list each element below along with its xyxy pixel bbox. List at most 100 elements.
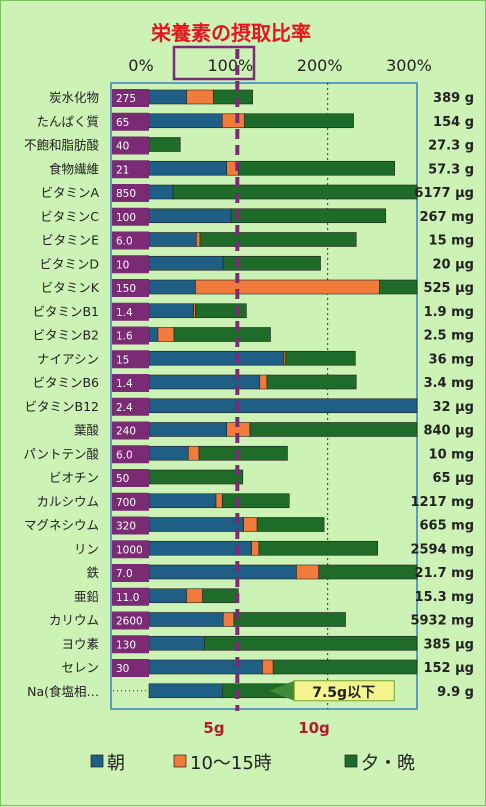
bar-morning bbox=[148, 493, 217, 509]
row-label: ビタミンK bbox=[41, 280, 100, 295]
row-label: ヨウ素 bbox=[61, 636, 99, 651]
bar-evening bbox=[249, 422, 418, 437]
legend-swatch bbox=[90, 754, 104, 768]
bar-snack bbox=[296, 564, 320, 580]
plot-frame bbox=[110, 82, 418, 710]
amount-text: 850 bbox=[116, 188, 136, 200]
x-tick-label: 200% bbox=[297, 56, 343, 75]
amount-box bbox=[112, 136, 149, 155]
row-label: ビタミンA bbox=[40, 185, 99, 200]
bar-evening bbox=[258, 540, 378, 556]
row-label: ビオチン bbox=[49, 470, 99, 485]
bar-evening bbox=[213, 89, 253, 105]
amount-text: 7.0 bbox=[116, 568, 133, 580]
amount-box bbox=[112, 587, 149, 606]
row-label: Na(食塩相… bbox=[27, 684, 99, 699]
row-label: パントテン酸 bbox=[23, 446, 99, 461]
row-total: 3.4 mg bbox=[424, 376, 474, 391]
bar-morning bbox=[148, 279, 196, 295]
legend-label: 夕・晩 bbox=[361, 753, 415, 774]
row-label: ビタミンC bbox=[40, 209, 99, 224]
row-label: たんぱく質 bbox=[36, 114, 99, 129]
row-total: 10 mg bbox=[429, 447, 474, 462]
bar-evening bbox=[173, 327, 271, 342]
bar-snack bbox=[243, 517, 258, 532]
bar-morning bbox=[148, 564, 297, 580]
amount-box bbox=[112, 445, 149, 464]
row-total: 385 μg bbox=[423, 637, 474, 652]
amount-text: 15 bbox=[116, 354, 129, 366]
amount-text: 320 bbox=[116, 521, 136, 533]
bar-evening bbox=[199, 232, 357, 247]
bar-snack bbox=[186, 588, 203, 604]
legend-label: 10～15時 bbox=[190, 753, 272, 774]
row-total: 5932 mg bbox=[410, 614, 474, 629]
bar-morning bbox=[148, 255, 224, 271]
bar-evening bbox=[230, 208, 387, 224]
bar-morning bbox=[148, 350, 285, 366]
row-total: 665 mg bbox=[419, 519, 474, 534]
amount-box bbox=[112, 350, 149, 369]
amount-box bbox=[112, 659, 149, 677]
amount-text: 150 bbox=[116, 283, 136, 295]
amount-text: 1.6 bbox=[116, 331, 133, 343]
row-label: カリウム bbox=[49, 613, 99, 628]
row-label: 葉酸 bbox=[74, 423, 100, 438]
amount-box bbox=[112, 112, 149, 131]
na-10g-label: 10g bbox=[298, 719, 330, 737]
amount-text: 275 bbox=[116, 93, 136, 105]
row-label: ビタミンB12 bbox=[25, 399, 99, 414]
amount-box bbox=[112, 635, 149, 654]
bar-snack bbox=[221, 113, 245, 129]
bar-evening bbox=[204, 635, 418, 651]
amount-box bbox=[112, 564, 149, 582]
bar-morning bbox=[148, 327, 159, 342]
amount-text: 700 bbox=[116, 497, 136, 509]
bar-morning bbox=[148, 232, 197, 247]
row-label: ビタミンB1 bbox=[32, 304, 99, 319]
legend-swatch bbox=[173, 754, 187, 768]
amount-text: 50 bbox=[116, 473, 129, 485]
row-total: 2594 mg bbox=[410, 542, 474, 557]
bar-evening bbox=[256, 517, 325, 532]
row-label: ビタミンB2 bbox=[32, 328, 99, 343]
x-tick-label: 100% bbox=[207, 56, 253, 75]
amount-box bbox=[112, 207, 149, 226]
bar-morning bbox=[148, 659, 263, 675]
amount-text: 1000 bbox=[116, 544, 143, 556]
amount-box bbox=[112, 469, 149, 487]
row-total: 15.3 mg bbox=[415, 590, 474, 605]
row-label: ビタミンD bbox=[39, 256, 99, 271]
amount-box bbox=[112, 516, 149, 535]
amount-box bbox=[112, 421, 149, 440]
bar-morning bbox=[148, 445, 189, 461]
row-total: 65 μg bbox=[433, 471, 475, 486]
bar-snack bbox=[222, 612, 235, 627]
bar-evening bbox=[244, 113, 354, 129]
row-label: 亜鉛 bbox=[74, 589, 100, 604]
amount-text: 1.4 bbox=[116, 307, 133, 319]
row-label: ナイアシン bbox=[37, 351, 99, 366]
amount-box bbox=[112, 184, 149, 202]
amount-box bbox=[112, 160, 149, 179]
bar-morning bbox=[148, 184, 174, 200]
bar-morning bbox=[148, 160, 228, 176]
legend-label: 朝 bbox=[107, 753, 125, 774]
row-total: 36 mg bbox=[429, 352, 474, 367]
bar-evening bbox=[221, 493, 290, 509]
row-total: 32 μg bbox=[433, 400, 475, 415]
amount-text: 30 bbox=[116, 663, 129, 675]
bar-morning bbox=[148, 113, 223, 129]
row-label: リン bbox=[74, 541, 99, 556]
bar-morning bbox=[148, 303, 194, 319]
bar-evening bbox=[148, 137, 181, 152]
bar-snack bbox=[215, 493, 223, 509]
na-callout-text: 7.5g以下 bbox=[312, 685, 375, 701]
bar-morning bbox=[148, 683, 223, 699]
amount-text: 11.0 bbox=[116, 592, 139, 604]
bar-morning bbox=[148, 517, 244, 532]
chart-title: 栄養素の摂取比率 bbox=[151, 21, 311, 45]
bar-snack bbox=[186, 89, 214, 105]
amount-box bbox=[112, 540, 149, 559]
